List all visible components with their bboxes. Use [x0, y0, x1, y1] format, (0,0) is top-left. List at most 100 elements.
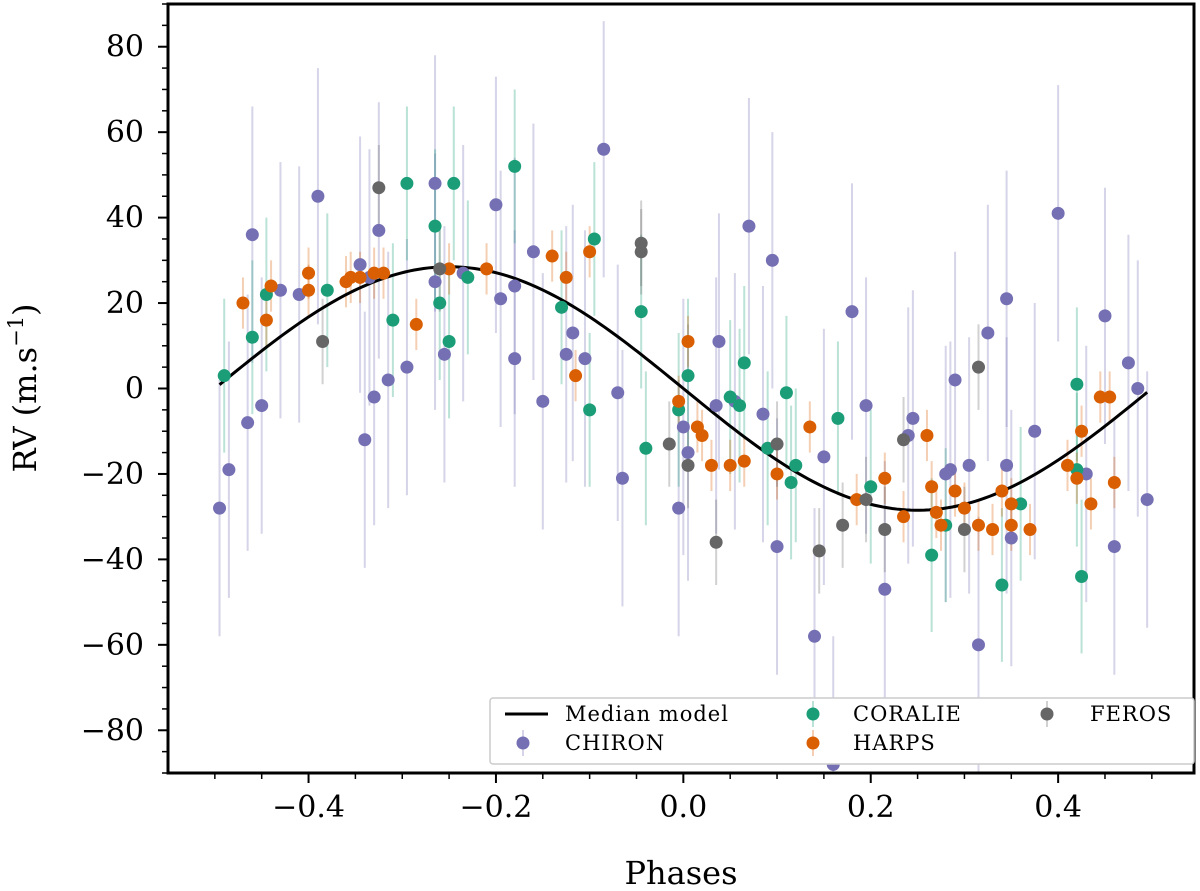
- feros-point: [812, 544, 826, 558]
- harps-point: [1004, 518, 1018, 532]
- y-tick-label: 60: [106, 115, 144, 150]
- legend-label-feros: FEROS: [1090, 702, 1172, 726]
- chiron-point: [489, 198, 503, 212]
- y-tick-label: 40: [106, 201, 144, 236]
- chiron-point: [845, 305, 859, 319]
- coralie-point: [461, 270, 475, 284]
- legend-harps-swatch: [806, 736, 820, 750]
- harps-point: [480, 262, 494, 276]
- chiron-point: [494, 292, 508, 306]
- coralie-point: [400, 176, 414, 190]
- harps-point: [704, 458, 718, 472]
- harps-point: [1061, 458, 1075, 472]
- harps-point: [344, 270, 358, 284]
- chiron-point: [578, 352, 592, 366]
- harps-point: [583, 245, 597, 259]
- harps-point: [995, 484, 1009, 498]
- chiron-point: [508, 279, 522, 293]
- coralie-point: [1014, 497, 1028, 511]
- chiron-point: [1051, 206, 1065, 220]
- chiron-point: [817, 450, 831, 464]
- chiron-point: [672, 501, 686, 515]
- chiron-point: [770, 540, 784, 554]
- chiron-point: [1028, 424, 1042, 438]
- chiron-point: [1107, 540, 1121, 554]
- y-tick-label: −20: [81, 457, 144, 492]
- coralie-point: [217, 369, 231, 383]
- coralie-point: [447, 176, 461, 190]
- harps-point: [264, 279, 278, 293]
- harps-point: [259, 313, 273, 327]
- feros-point: [709, 535, 723, 549]
- chiron-point: [566, 326, 580, 340]
- harps-point: [681, 335, 695, 349]
- x-axis-title: Phases: [625, 854, 738, 891]
- harps-point: [302, 266, 316, 280]
- legend-feros-swatch: [1040, 707, 1054, 721]
- legend-label-chiron: CHIRON: [565, 731, 665, 755]
- harps-point: [897, 510, 911, 524]
- chiron-point: [611, 386, 625, 400]
- chiron-point: [597, 142, 611, 156]
- coralie-point: [789, 458, 803, 472]
- harps-point: [1103, 390, 1117, 404]
- y-tick-label: −60: [81, 628, 144, 663]
- legend-label-harps: HARPS: [853, 731, 936, 755]
- feros-point: [859, 493, 873, 507]
- harps-point: [545, 249, 559, 263]
- harps-point: [803, 420, 817, 434]
- coralie-point: [442, 335, 456, 349]
- chiron-point: [709, 399, 723, 413]
- coralie-point: [583, 403, 597, 417]
- legend-label-coralie: CORALIE: [853, 702, 962, 726]
- chiron-point: [943, 463, 957, 477]
- chiron-point: [712, 335, 726, 349]
- harps-point: [737, 454, 751, 468]
- harps-point: [353, 270, 367, 284]
- harps-point: [723, 458, 737, 472]
- coralie-point: [428, 219, 442, 233]
- chiron-point: [615, 471, 629, 485]
- x-axis: −0.4 −0.2 0.0 0.2 0.4: [214, 773, 1153, 825]
- harps-point: [878, 471, 892, 485]
- coralie-point: [1075, 569, 1089, 583]
- chiron-point: [428, 275, 442, 289]
- legend: Median model CHIRON CORALIE HARPS FEROS: [489, 697, 1195, 765]
- chiron-point: [222, 463, 236, 477]
- chiron-point: [311, 189, 325, 203]
- chiron-point: [245, 228, 259, 242]
- coralie-point: [508, 159, 522, 173]
- chiron-point: [353, 258, 367, 272]
- harps-point: [1093, 390, 1107, 404]
- coralie-point: [831, 411, 845, 425]
- points-layer: [213, 142, 1154, 771]
- chiron-point: [559, 347, 573, 361]
- coralie-point: [779, 386, 793, 400]
- chiron-point: [1000, 292, 1014, 306]
- chiron-point: [878, 582, 892, 596]
- chiron-point: [367, 390, 381, 404]
- y-tick-label: −40: [81, 542, 144, 577]
- coralie-point: [737, 356, 751, 370]
- y-tick-label: 20: [106, 286, 144, 321]
- chiron-point: [808, 629, 822, 643]
- chiron-point: [1098, 309, 1112, 323]
- chiron-point: [358, 433, 372, 447]
- feros-point: [634, 245, 648, 259]
- chiron-point: [536, 394, 550, 408]
- chiron-point: [756, 407, 770, 421]
- coralie-point: [634, 305, 648, 319]
- harps-point: [957, 501, 971, 515]
- feros-point: [836, 518, 850, 532]
- harps-point: [1107, 475, 1121, 489]
- chiron-point: [1140, 493, 1154, 507]
- harps-point: [377, 266, 391, 280]
- chiron-point: [437, 347, 451, 361]
- chiron-point: [1004, 531, 1018, 545]
- chiron-point: [1131, 382, 1145, 395]
- coralie-point: [245, 330, 259, 344]
- coralie-point: [784, 475, 798, 489]
- coralie-point: [555, 300, 569, 314]
- harps-point: [559, 270, 573, 284]
